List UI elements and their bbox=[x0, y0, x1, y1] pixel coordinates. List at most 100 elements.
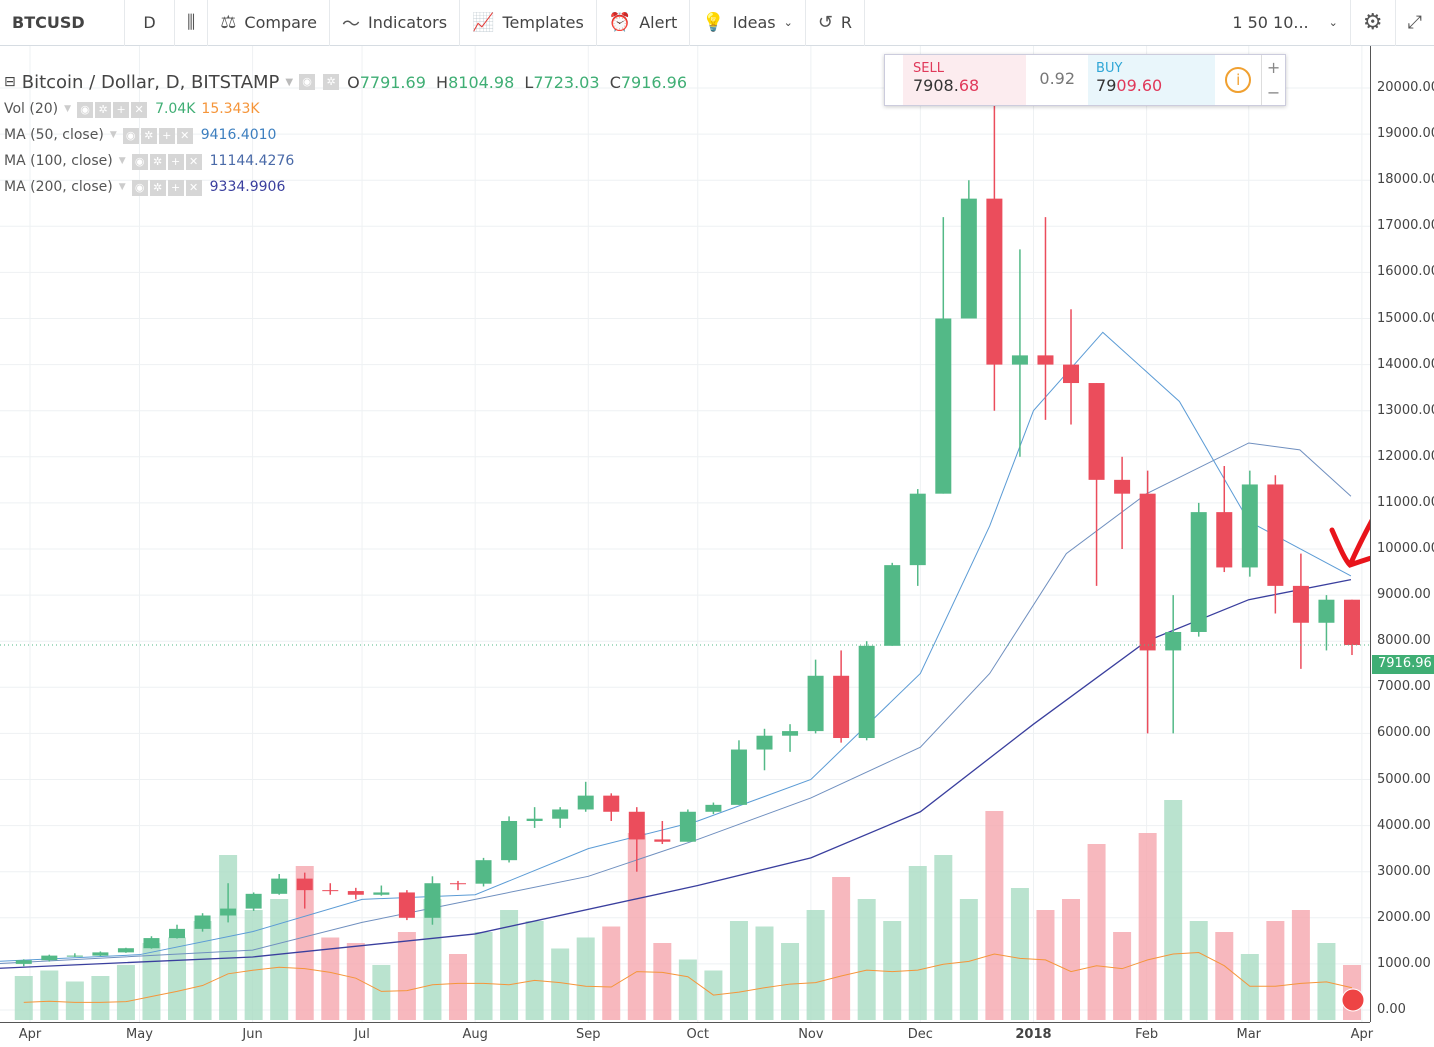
close-icon[interactable]: ✕ bbox=[185, 179, 202, 196]
candle-body bbox=[271, 878, 288, 894]
layout-button[interactable]: 1 50 10... ⌄ bbox=[865, 0, 1351, 46]
dropdown-icon[interactable]: ▼ bbox=[285, 76, 294, 88]
eye-icon[interactable]: ◉ bbox=[122, 127, 139, 144]
templates-icon: 📈 bbox=[472, 12, 495, 33]
plus-icon[interactable]: + bbox=[167, 179, 184, 196]
volume-bar bbox=[755, 926, 774, 1020]
quantity-minus-button[interactable]: − bbox=[1266, 83, 1281, 102]
y-tick-label: 3000.00 bbox=[1377, 863, 1431, 879]
info-button[interactable]: i bbox=[1215, 55, 1261, 105]
y-tick-label: 8000.00 bbox=[1377, 633, 1431, 649]
x-tick-label: Jun bbox=[242, 1027, 263, 1042]
volume-bar bbox=[397, 932, 416, 1020]
settings-button[interactable]: ⚙ bbox=[1351, 0, 1396, 46]
candle-body bbox=[194, 915, 211, 929]
plus-icon[interactable]: + bbox=[158, 127, 175, 144]
y-tick-label: 20000.00 bbox=[1377, 80, 1434, 95]
volume-bar bbox=[959, 899, 978, 1020]
volume-bar bbox=[1164, 800, 1183, 1020]
close-icon[interactable]: ✕ bbox=[176, 127, 193, 144]
price-axis[interactable]: 0.00 1000.00 2000.00 3000.00 4000.00 5000.00 6… bbox=[1370, 46, 1434, 1022]
sell-button[interactable]: SELL 7908.68 bbox=[903, 55, 1027, 105]
volume-bar bbox=[91, 976, 110, 1020]
volume-bar bbox=[1215, 932, 1234, 1020]
candle-body bbox=[1088, 383, 1105, 480]
main-series-legend: ⊟ Bitcoin / Dollar, D, BITSTAMP ▼ ◉ ✲ O77… bbox=[4, 71, 688, 93]
x-tick-label: Jul bbox=[354, 1027, 370, 1042]
volume-bar bbox=[1087, 844, 1106, 1020]
indicators-button[interactable]: 〜 Indicators bbox=[330, 0, 461, 46]
x-tick-label: Oct bbox=[686, 1027, 710, 1042]
volume-bar bbox=[1266, 921, 1285, 1020]
candle-body bbox=[833, 675, 850, 739]
gear-icon[interactable]: ✲ bbox=[149, 179, 166, 196]
gear-icon[interactable]: ✲ bbox=[140, 127, 157, 144]
close-value: 7916.96 bbox=[620, 72, 688, 92]
volume-bar bbox=[372, 965, 391, 1020]
chevron-down-icon: ⌄ bbox=[1328, 16, 1338, 29]
replay-button[interactable]: ↺ R bbox=[806, 0, 866, 46]
candles-icon: ⫼ bbox=[187, 12, 196, 33]
candle-body bbox=[628, 811, 645, 840]
volume-bar bbox=[934, 855, 953, 1020]
candle-body bbox=[935, 318, 952, 494]
buy-button[interactable]: BUY 7909.60 bbox=[1088, 55, 1216, 105]
y-tick-label: 12000.00 bbox=[1377, 448, 1434, 464]
alert-button[interactable]: ⏰ Alert bbox=[597, 0, 691, 46]
eye-icon[interactable]: ◉ bbox=[131, 179, 148, 196]
volume-bar bbox=[1036, 910, 1055, 1020]
y-tick-label: 1000.00 bbox=[1377, 955, 1431, 971]
y-tick-label: 14000.00 bbox=[1377, 356, 1434, 372]
gear-icon[interactable]: ✲ bbox=[149, 153, 166, 170]
candle-body bbox=[807, 675, 824, 732]
interval-button[interactable]: D bbox=[125, 0, 175, 46]
candle-body bbox=[373, 892, 390, 895]
y-tick-label: 17000.00 bbox=[1377, 218, 1434, 234]
templates-button[interactable]: 📈 Templates bbox=[460, 0, 597, 46]
candle-body bbox=[92, 952, 109, 956]
ideas-button[interactable]: 💡 Ideas ⌄ bbox=[690, 0, 806, 46]
quantity-plus-button[interactable]: + bbox=[1266, 58, 1281, 77]
y-tick-label: 15000.00 bbox=[1377, 310, 1434, 326]
x-tick-label: Sep bbox=[576, 1027, 601, 1042]
close-icon[interactable]: ✕ bbox=[131, 101, 148, 118]
candle-body bbox=[756, 735, 773, 750]
candle-body bbox=[424, 883, 441, 918]
candle-body bbox=[960, 198, 977, 319]
volume-bar bbox=[193, 921, 212, 1020]
volume-bar bbox=[832, 877, 851, 1020]
volume-bar bbox=[1062, 899, 1081, 1020]
chart-type-button[interactable]: ⫼ bbox=[175, 0, 209, 46]
ma100-line bbox=[0, 442, 1352, 965]
eye-icon[interactable]: ◉ bbox=[77, 101, 94, 118]
volume-bar bbox=[500, 910, 519, 1020]
symbol-search[interactable]: BTCUSD bbox=[0, 0, 125, 46]
y-tick-label: 11000.00 bbox=[1377, 494, 1434, 510]
price-chart[interactable] bbox=[0, 0, 1370, 1022]
fullscreen-icon: ⤢ bbox=[1407, 12, 1422, 33]
plus-icon[interactable]: + bbox=[167, 153, 184, 170]
collapse-icon[interactable]: ⊟ bbox=[4, 74, 16, 90]
gear-icon[interactable]: ✲ bbox=[323, 74, 340, 90]
x-tick-label: Nov bbox=[798, 1027, 824, 1042]
eye-icon[interactable]: ◉ bbox=[131, 153, 148, 170]
candle-body bbox=[1241, 484, 1258, 568]
volume-bar bbox=[985, 811, 1004, 1020]
candle-body bbox=[884, 565, 901, 646]
candle-body bbox=[220, 908, 237, 916]
trading-widget: SELL 7908.68 0.92 BUY 7909.60 i + − bbox=[884, 54, 1286, 106]
gear-icon[interactable]: ✲ bbox=[95, 101, 112, 118]
volume-bar bbox=[40, 970, 59, 1020]
compare-button[interactable]: ⚖ Compare bbox=[208, 0, 330, 46]
volume-bar bbox=[1240, 954, 1259, 1020]
plus-icon[interactable]: + bbox=[113, 101, 130, 118]
eye-icon[interactable]: ◉ bbox=[299, 74, 316, 90]
close-icon[interactable]: ✕ bbox=[185, 153, 202, 170]
time-axis[interactable]: Apr May Jun Jul Aug Sep Oct Nov Dec 2018 Feb Mar Apr bbox=[0, 1022, 1373, 1047]
compare-label: Compare bbox=[244, 13, 317, 32]
candle-body bbox=[398, 892, 415, 918]
compare-icon: ⚖ bbox=[220, 12, 237, 33]
candle-body bbox=[1037, 355, 1054, 365]
fullscreen-button[interactable]: ⤢ bbox=[1396, 0, 1434, 46]
volume-bar bbox=[219, 855, 238, 1020]
